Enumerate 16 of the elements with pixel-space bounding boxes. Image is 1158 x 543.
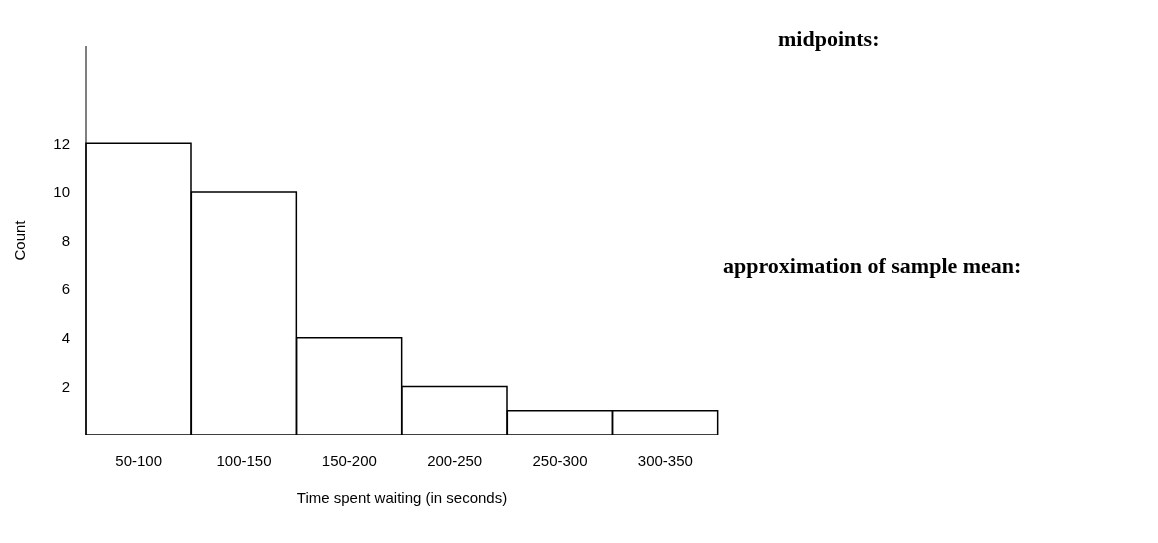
x-tick-label: 300-350	[637, 451, 693, 469]
text: midpoints:	[778, 26, 880, 52]
y-tick-label: 8	[61, 231, 70, 249]
y-axis-title: Count	[11, 219, 29, 261]
y-tick-label: 4	[61, 329, 70, 347]
text: approximation of sample mean:	[723, 253, 1022, 279]
y-tick-label: 6	[61, 280, 70, 298]
x-tick-label: 50-100	[115, 451, 163, 469]
x-tick-label: 150-200	[321, 451, 377, 469]
y-tick-label: 2	[61, 377, 70, 395]
x-tick-label: 200-250	[427, 451, 483, 469]
x-axis-title: Time spent waiting (in seconds)	[296, 489, 508, 506]
x-tick-label: 250-300	[532, 451, 588, 469]
y-tick-label: 12	[53, 134, 70, 152]
x-tick-label: 100-150	[216, 451, 272, 469]
y-tick-label: 10	[53, 183, 70, 201]
